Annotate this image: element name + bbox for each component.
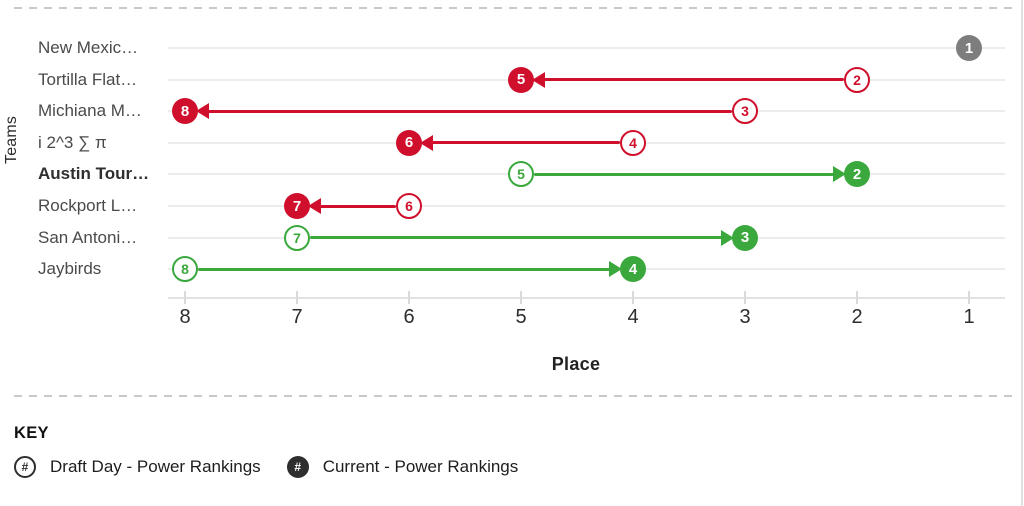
x-axis-title: Place: [551, 354, 601, 374]
change-connector: [534, 172, 835, 176]
draft-marker: 6: [396, 193, 422, 219]
current-marker: 2: [844, 161, 870, 188]
draft-marker: 3: [732, 98, 758, 125]
x-tick: [184, 291, 186, 304]
draft-marker: 5: [508, 161, 534, 188]
x-tick: [744, 291, 746, 304]
top-divider: [14, 7, 1012, 9]
team-label: Michiana M…: [38, 101, 142, 121]
current-marker: 5: [508, 66, 534, 93]
x-tick-label: 3: [739, 306, 751, 328]
arrowhead-icon: [833, 166, 846, 183]
x-axis-line: [168, 297, 1005, 299]
key-title: KEY: [14, 424, 49, 442]
team-label: Rockport L…: [38, 196, 138, 215]
x-tick-label: 4: [627, 306, 639, 328]
key-legend: # Draft Day - Power Rankings # Current - Po…: [14, 456, 544, 478]
x-tick-label: 1: [963, 306, 975, 328]
change-connector: [207, 109, 732, 113]
legend-item: # Draft Day - Power Rankings: [14, 456, 261, 478]
arrowhead-icon: [721, 229, 734, 246]
change-connector: [431, 141, 620, 145]
change-connector: [310, 236, 723, 240]
draft-marker: 4: [620, 129, 646, 156]
x-tick-label: 5: [515, 306, 527, 328]
x-tick: [632, 291, 634, 304]
team-label: Jaybirds: [38, 259, 102, 279]
key-divider: [14, 395, 1012, 397]
arrowhead-icon: [532, 71, 545, 88]
legend-item: # Current - Power Rankings: [286, 456, 519, 478]
legend-item-label: Current - Power Rankings: [322, 457, 519, 476]
current-marker: 4: [620, 256, 646, 283]
team-label: i 2^3 ∑ π: [38, 132, 107, 152]
draft-marker: 7: [284, 224, 310, 251]
current-marker: 8: [172, 98, 198, 125]
y-axis-title: Teams: [3, 115, 20, 165]
x-tick-label: 2: [851, 306, 863, 328]
x-tick: [296, 291, 298, 304]
x-tick: [968, 291, 970, 304]
team-label: Tortilla Flat…: [38, 69, 138, 89]
x-tick-label: 7: [291, 306, 303, 328]
draft-marker: 8: [172, 256, 198, 283]
x-tick: [408, 291, 410, 304]
change-connector: [543, 78, 844, 82]
team-label: San Antoni…: [38, 227, 138, 247]
x-tick-label: 6: [403, 306, 415, 328]
team-label: Austin Tour…: [38, 164, 150, 184]
current-filled-circle-hash-icon: #: [286, 456, 309, 478]
x-tick: [856, 291, 858, 304]
row-gridline: [168, 47, 1005, 49]
arrowhead-icon: [420, 134, 433, 151]
current-marker: 3: [732, 224, 758, 251]
arrowhead-icon: [196, 103, 209, 120]
key-section: KEY # Draft Day - Power Rankings # Current …: [14, 424, 544, 478]
draft-open-circle-hash-icon: #: [14, 456, 36, 478]
x-tick-label: 8: [179, 306, 191, 328]
change-connector: [319, 204, 396, 208]
card-right-border: [1021, 0, 1023, 506]
arrowhead-icon: [609, 261, 622, 278]
current-marker: 6: [396, 129, 422, 156]
legend-item-label: Draft Day - Power Rankings: [50, 457, 261, 476]
arrowhead-icon: [308, 198, 321, 214]
row-gridline: [168, 205, 1005, 207]
current-marker: 1: [956, 35, 982, 61]
x-tick: [520, 291, 522, 304]
change-connector: [198, 267, 611, 271]
draft-marker: 2: [844, 66, 870, 93]
current-marker: 7: [284, 193, 310, 219]
team-label: New Mexic…: [38, 38, 139, 57]
